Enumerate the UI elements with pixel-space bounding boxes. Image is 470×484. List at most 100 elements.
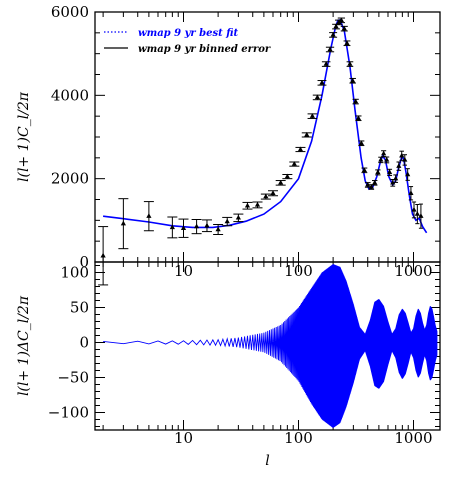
- residual-oscillation: [103, 264, 438, 428]
- binned-point: [346, 61, 354, 67]
- data-marker: [330, 31, 336, 37]
- data-marker: [344, 40, 350, 45]
- bottom-y-tick-labels: −100 −50 0 50 100: [48, 264, 89, 422]
- legend-fit-label: wmap 9 yr best fit: [138, 28, 238, 39]
- data-marker: [384, 156, 390, 162]
- y-tick-label: 50: [70, 299, 89, 317]
- x-tick-label: 100: [284, 429, 313, 447]
- data-marker: [333, 23, 339, 29]
- data-marker: [180, 225, 187, 230]
- data-marker: [381, 150, 387, 156]
- y-tick-label: 100: [60, 264, 89, 282]
- bottom-panel-frame: [94, 261, 441, 431]
- binned-point: [98, 226, 109, 286]
- binned-point: [143, 201, 154, 232]
- data-marker: [309, 113, 315, 118]
- data-marker: [284, 173, 290, 179]
- data-marker: [361, 167, 367, 173]
- binned-point: [242, 201, 253, 210]
- data-marker: [270, 190, 276, 195]
- binned-point: [340, 25, 348, 32]
- binned-point: [267, 190, 278, 197]
- binned-point: [213, 224, 224, 235]
- data-marker: [402, 156, 408, 162]
- top-panel-ticks: [95, 11, 440, 263]
- y-tick-label: 0: [79, 334, 89, 352]
- data-marker: [355, 115, 362, 120]
- data-marker: [393, 175, 399, 181]
- data-marker: [350, 77, 356, 83]
- binned-point: [396, 161, 402, 171]
- data-marker: [323, 61, 329, 66]
- data-marker: [304, 131, 310, 137]
- data-marker: [358, 140, 364, 145]
- top-panel: 0 2000 4000 6000 10 100 1000 l(l+ 1)C_l/2π wm…: [16, 3, 441, 286]
- data-marker: [215, 226, 221, 232]
- data-marker: [278, 179, 284, 185]
- binned-point: [222, 216, 233, 227]
- data-marker: [408, 190, 414, 195]
- data-marker: [146, 213, 152, 218]
- binned-point: [307, 113, 318, 119]
- binned-point: [317, 79, 327, 86]
- binned-point: [375, 169, 381, 176]
- data-marker: [414, 211, 420, 216]
- data-marker: [405, 171, 411, 177]
- binned-point: [387, 168, 393, 177]
- data-marker: [353, 98, 359, 104]
- binned-point: [275, 179, 286, 186]
- binned-point: [252, 201, 263, 209]
- data-marker: [396, 163, 402, 168]
- y-tick-label: 6000: [51, 3, 89, 21]
- binned-point: [289, 161, 300, 167]
- binned-point: [118, 198, 129, 250]
- binned-point: [358, 140, 365, 147]
- data-marker: [169, 224, 175, 230]
- binned-point: [371, 179, 378, 186]
- binned-error-points: [98, 17, 424, 286]
- data-marker: [390, 179, 396, 185]
- residual-line: [103, 264, 438, 428]
- binned-point: [301, 131, 312, 138]
- legend: wmap 9 yr best fit wmap 9 yr binned erro…: [104, 28, 271, 55]
- binned-point: [411, 201, 417, 219]
- binned-point: [378, 156, 384, 164]
- data-marker: [327, 46, 333, 52]
- data-marker: [368, 184, 374, 189]
- binned-point: [414, 204, 420, 225]
- binned-point: [312, 94, 323, 101]
- x-axis-label: l: [265, 453, 269, 469]
- data-marker: [399, 152, 405, 158]
- data-marker: [263, 193, 269, 199]
- data-marker: [314, 94, 320, 100]
- data-marker: [254, 201, 261, 207]
- binned-point: [381, 150, 387, 158]
- y-tick-label: 4000: [51, 86, 89, 104]
- data-marker: [378, 156, 384, 162]
- binned-point: [355, 115, 362, 122]
- data-marker: [120, 220, 126, 226]
- binned-point: [295, 146, 306, 153]
- data-marker: [375, 169, 381, 175]
- y-tick-label: 2000: [51, 170, 89, 188]
- binned-point: [402, 154, 408, 166]
- binned-point: [191, 219, 202, 235]
- binned-point: [405, 168, 411, 181]
- data-marker: [341, 25, 347, 31]
- data-marker: [387, 169, 393, 175]
- binned-point: [343, 40, 351, 47]
- data-marker: [194, 223, 200, 229]
- top-y-tick-labels: 0 2000 4000 6000: [51, 3, 89, 271]
- bottom-panel-ticks: [95, 262, 440, 430]
- data-marker: [411, 206, 417, 212]
- data-marker: [244, 202, 251, 208]
- binned-point: [178, 218, 189, 238]
- data-marker: [204, 222, 210, 228]
- binned-point: [167, 216, 178, 239]
- bottom-x-tick-labels: 10 100 1000: [174, 429, 433, 447]
- binned-point: [201, 219, 212, 233]
- binned-point: [337, 17, 346, 24]
- binned-point: [349, 77, 356, 84]
